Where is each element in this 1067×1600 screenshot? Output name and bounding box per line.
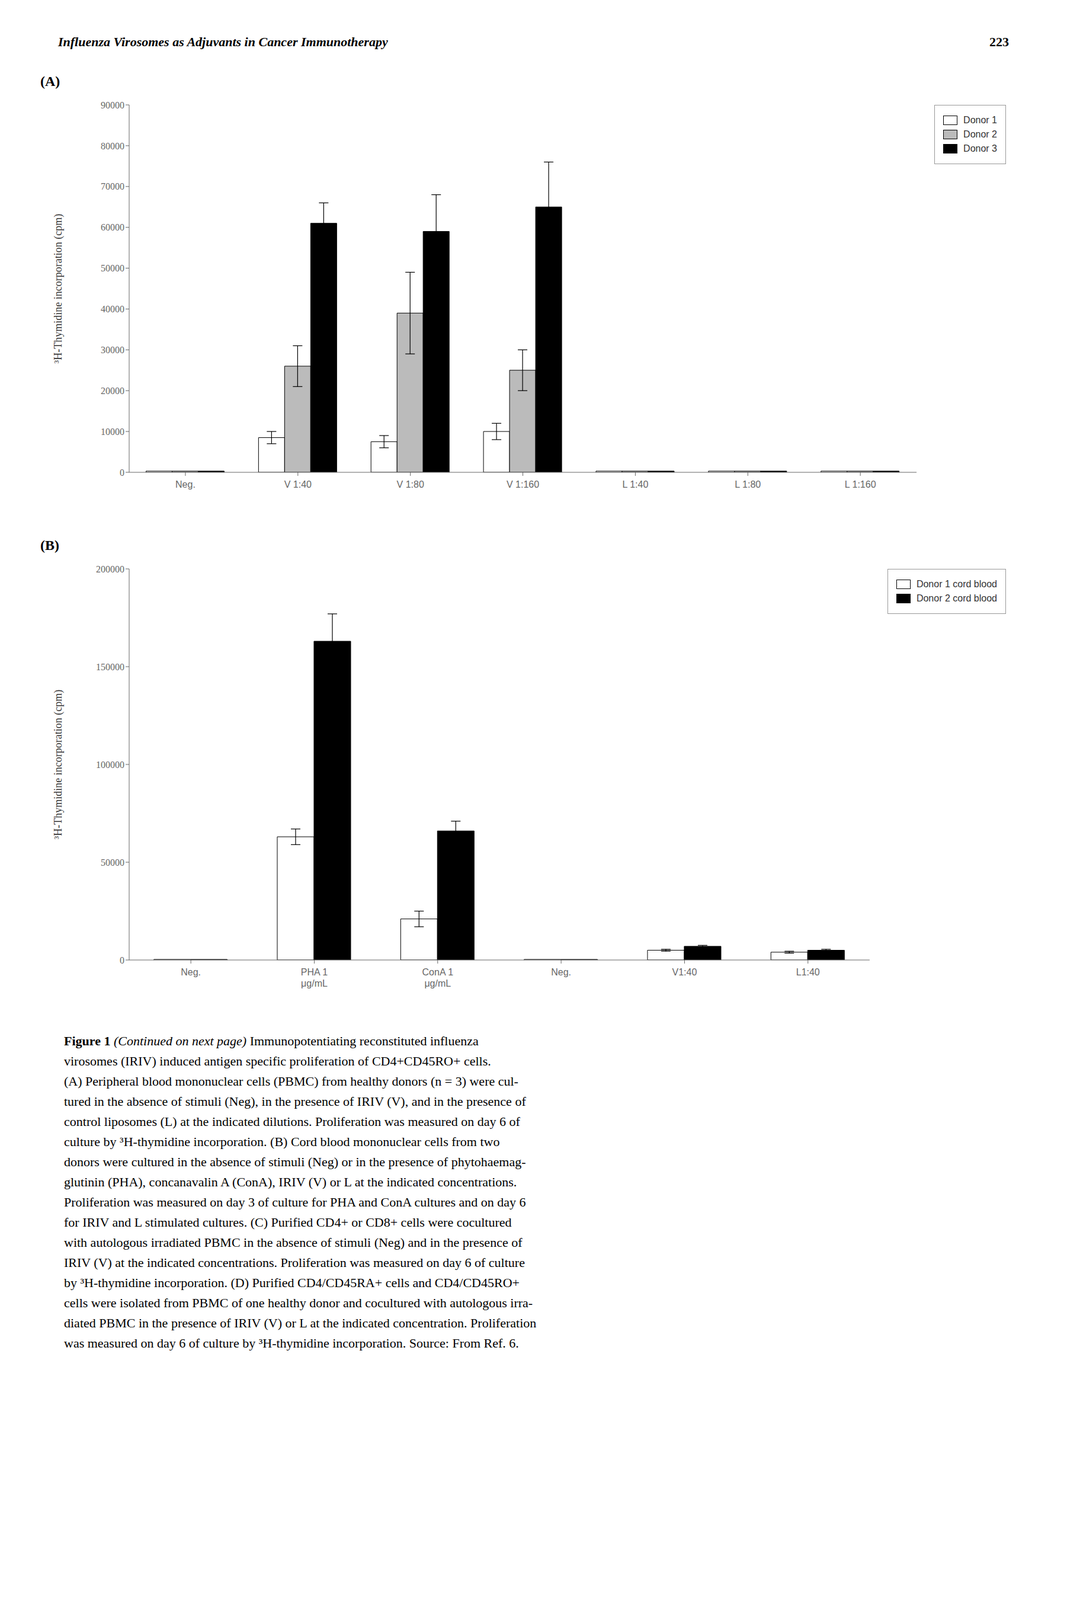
svg-text:L 1:160: L 1:160 [844,479,877,490]
svg-text:L 1:40: L 1:40 [622,479,649,490]
html-text:for IRIV and L stimulated cult: for IRIV and L stimulated cultures. (C) … [63,1214,512,1230]
svg-text:PHA 1μg/mL: PHA 1μg/mL [300,966,328,989]
svg-text:Neg.: Neg. [550,966,572,977]
html-text:Proliferation was measured on: Proliferation was measured on day 3 of c… [63,1194,526,1210]
svg-text:V 1:40: V 1:40 [284,479,312,490]
svg-text:L 1:80: L 1:80 [734,479,761,490]
svg-text:V 1:160: V 1:160 [506,479,540,490]
html-text:Donor 3: Donor 3 [963,143,998,154]
html-text:(B): (B) [40,537,60,553]
html-text:Figure 1 (Continued on next pa: Figure 1 (Continued on next page) Immuno… [63,1033,479,1049]
svg-text:10000: 10000 [100,426,125,437]
svg-text:V 1:80: V 1:80 [396,479,425,490]
svg-text:L1:40: L1:40 [796,966,820,977]
svg-text:30000: 30000 [100,344,125,355]
svg-text:40000: 40000 [100,303,125,314]
svg-text:V1:40: V1:40 [672,966,698,977]
html-text:IRIV (V) at the indicated conc: IRIV (V) at the indicated concentrations… [63,1254,525,1270]
html-text:diated PBMC in the presence of: diated PBMC in the presence of IRIV (V) … [63,1315,537,1331]
svg-text:ConA 1μg/mL: ConA 1μg/mL [422,966,454,989]
html-text:with autologous irradiated PBM: with autologous irradiated PBMC in the a… [63,1234,523,1250]
html-text:cells were isolated from PBMC: cells were isolated from PBMC of one hea… [63,1295,533,1310]
html-text:virosomes (IRIV) induced antig: virosomes (IRIV) induced antigen specifi… [63,1053,491,1069]
html-text:control liposomes (L) at the i: control liposomes (L) at the indicated d… [63,1113,521,1129]
svg-text:³H-Thymidine incorporation (cp: ³H-Thymidine incorporation (cpm) [52,213,65,364]
html-text:(A) Peripheral blood mononucle: (A) Peripheral blood mononuclear cells (… [63,1073,519,1089]
svg-text:80000: 80000 [100,141,125,152]
html-text:tured in the absence of stimul: tured in the absence of stimuli (Neg), i… [63,1093,526,1109]
svg-text:³H-Thymidine incorporation (cp: ³H-Thymidine incorporation (cpm) [52,689,65,839]
html-text:was measured on day 6 of cultu: was measured on day 6 of culture by ³H-t… [63,1335,519,1351]
svg-text:60000: 60000 [100,222,125,233]
svg-text:50000: 50000 [100,263,125,274]
svg-text:Neg.: Neg. [180,966,201,977]
html-text:Donor 1: Donor 1 [963,114,998,126]
html-text:Donor 1 cord blood: Donor 1 cord blood [916,578,998,589]
svg-text:70000: 70000 [100,181,125,192]
svg-text:0: 0 [119,467,125,478]
html-text:(A): (A) [40,73,61,89]
html-text:Influenza Virosomes as Adjuvan: Influenza Virosomes as Adjuvants in Canc… [58,34,388,50]
svg-text:20000: 20000 [100,385,125,396]
svg-text:150000: 150000 [95,661,125,672]
svg-text:Neg.: Neg. [175,479,196,490]
svg-text:50000: 50000 [100,857,125,868]
html-text:Donor 2 cord blood: Donor 2 cord blood [916,593,998,604]
html-text:glutinin (PHA), concanavalin A: glutinin (PHA), concanavalin A (ConA), I… [63,1174,517,1190]
svg-text:100000: 100000 [95,759,125,770]
html-text:culture by ³H-thymidine incorp: culture by ³H-thymidine incorporation. (… [63,1133,500,1149]
html-text:donors were cultured in the ab: donors were cultured in the absence of s… [63,1154,526,1169]
html-text:Donor 2: Donor 2 [963,129,998,140]
html-text:223: 223 [989,34,1009,50]
svg-text:200000: 200000 [95,564,125,575]
html-text:by ³H-thymidine incorporation.: by ³H-thymidine incorporation. (D) Purif… [63,1274,520,1290]
svg-text:90000: 90000 [100,100,125,111]
svg-text:0: 0 [119,955,125,966]
